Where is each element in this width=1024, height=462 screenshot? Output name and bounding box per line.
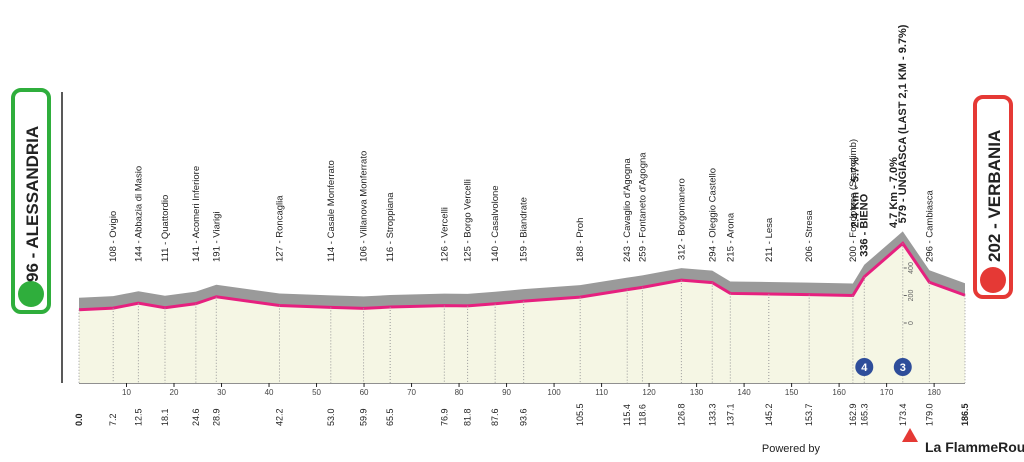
km-label: 173.4: [898, 403, 908, 426]
km-label: 118.6: [637, 404, 647, 426]
x-tick-label: 10: [122, 388, 131, 397]
km-label: 153.7: [804, 403, 814, 426]
y-tick-label: 200: [908, 290, 915, 302]
finish-icon: [980, 267, 1006, 293]
waypoint-label: 116 - Stroppiana: [385, 192, 396, 262]
km-label: 59.9: [359, 408, 369, 426]
climb-category: 3: [900, 362, 906, 374]
waypoint-label: 141 - Acomeri Inferiore: [191, 166, 202, 262]
x-tick-label: 170: [880, 388, 894, 397]
climb-badge: [893, 358, 912, 376]
waypoint-label: 140 - Casalvolone: [490, 185, 501, 262]
y-tick-label: 400: [908, 262, 915, 274]
km-label: 126.8: [676, 403, 686, 426]
waypoint-label: 200 - Fondotoce (Start climb): [848, 139, 859, 262]
km-label: 186.5: [960, 403, 970, 426]
km-label: 87.6: [490, 408, 500, 426]
x-tick-label: 160: [832, 388, 846, 397]
start-icon: [18, 281, 44, 307]
waypoint-label: 243 - Cavaglio d'Agogna: [622, 158, 633, 262]
climb-note: 4.7 Km - 7.0%: [888, 157, 900, 228]
waypoint-label: 114 - Casale Monferrato: [326, 160, 337, 262]
km-label: 0.0: [74, 413, 84, 426]
km-label: 12.5: [133, 408, 143, 426]
km-label: 133.3: [707, 403, 717, 426]
waypoint-label: 206 - Stresa: [804, 210, 815, 262]
finish-label: 202 - VERBANIA: [985, 130, 1004, 262]
climb-category: 4: [861, 362, 868, 374]
km-label: 65.5: [385, 408, 395, 426]
finish-box: [973, 95, 1013, 299]
brand-logo: [902, 428, 918, 442]
x-tick-label: 50: [312, 388, 321, 397]
powered-by: Powered by: [762, 443, 821, 455]
y-tick-label: 0: [908, 321, 915, 325]
x-tick-label: 120: [642, 388, 656, 397]
waypoint-label: 111 - Quattordio: [160, 195, 171, 262]
x-tick-label: 20: [170, 388, 179, 397]
km-label: 115.4: [622, 404, 632, 426]
x-tick-label: 60: [360, 388, 369, 397]
km-label: 76.9: [439, 408, 449, 426]
climb-note: 2.4 Km - 5.7%: [849, 157, 861, 228]
profile-relief: [79, 231, 965, 310]
climb-badge: [855, 358, 874, 376]
waypoint-label: 259 - Fontaneto d'Agogna: [637, 152, 648, 262]
waypoint-label: 106 - Villanova Monferrato: [359, 151, 370, 262]
km-label: 162.9: [848, 403, 858, 426]
x-tick-label: 150: [785, 388, 799, 397]
waypoint-label: 211 - Lesa: [764, 217, 775, 262]
start-box: [11, 88, 51, 314]
km-label: 18.1: [160, 408, 170, 426]
waypoint-label: 127 - Roncaglia: [274, 195, 285, 262]
profile-fill: [79, 243, 965, 383]
km-label: 42.2: [274, 408, 284, 426]
x-tick-label: 100: [547, 388, 561, 397]
km-label: 81.8: [463, 408, 473, 426]
x-tick-label: 110: [595, 388, 608, 397]
km-label: 93.6: [519, 408, 529, 426]
x-tick-label: 80: [455, 388, 464, 397]
waypoint-label: 125 - Borgo Vercelli: [463, 179, 474, 262]
km-label: 137.1: [725, 403, 735, 426]
km-label: 145.2: [764, 403, 774, 426]
x-tick-label: 140: [737, 388, 751, 397]
km-label: 24.6: [191, 408, 201, 426]
waypoint-label: 296 - Cambiasca: [924, 189, 935, 262]
x-tick-label: 180: [927, 388, 941, 397]
km-label: 28.9: [211, 408, 221, 426]
waypoint-label: 336 - BIENO: [858, 193, 870, 256]
waypoint-label: 312 - Borgomanero: [676, 178, 687, 260]
waypoint-label: 215 - Arona: [725, 212, 736, 262]
waypoint-label: 188 - Proh: [575, 218, 586, 262]
waypoint-label: 144 - Abbazia di Masio: [133, 166, 144, 262]
x-tick-label: 130: [690, 388, 704, 397]
x-tick-label: 30: [217, 388, 226, 397]
km-label: 53.0: [326, 408, 336, 426]
km-label: 179.0: [924, 403, 934, 426]
x-tick-label: 90: [502, 388, 511, 397]
waypoint-label: 108 - Ovigio: [108, 211, 119, 262]
km-label: 165.3: [859, 403, 869, 426]
waypoint-label: 191 - Viarigi: [211, 211, 222, 262]
brand: La FlammeRouge: [925, 439, 1024, 455]
x-tick-label: 40: [265, 388, 274, 397]
waypoint-label: 159 - Biandrate: [519, 197, 530, 262]
km-label: 7.2: [108, 413, 118, 426]
waypoint-label: 579 - UNGIASCA (LAST 2,1 KM - 9.7%): [897, 24, 909, 223]
waypoint-label: 126 - Vercelli: [439, 207, 450, 262]
km-label: 105.5: [575, 403, 585, 426]
waypoint-label: 294 - Oleggio Castello: [707, 168, 718, 262]
start-label: 96 - ALESSANDRIA: [23, 126, 42, 282]
x-tick-label: 70: [407, 388, 416, 397]
